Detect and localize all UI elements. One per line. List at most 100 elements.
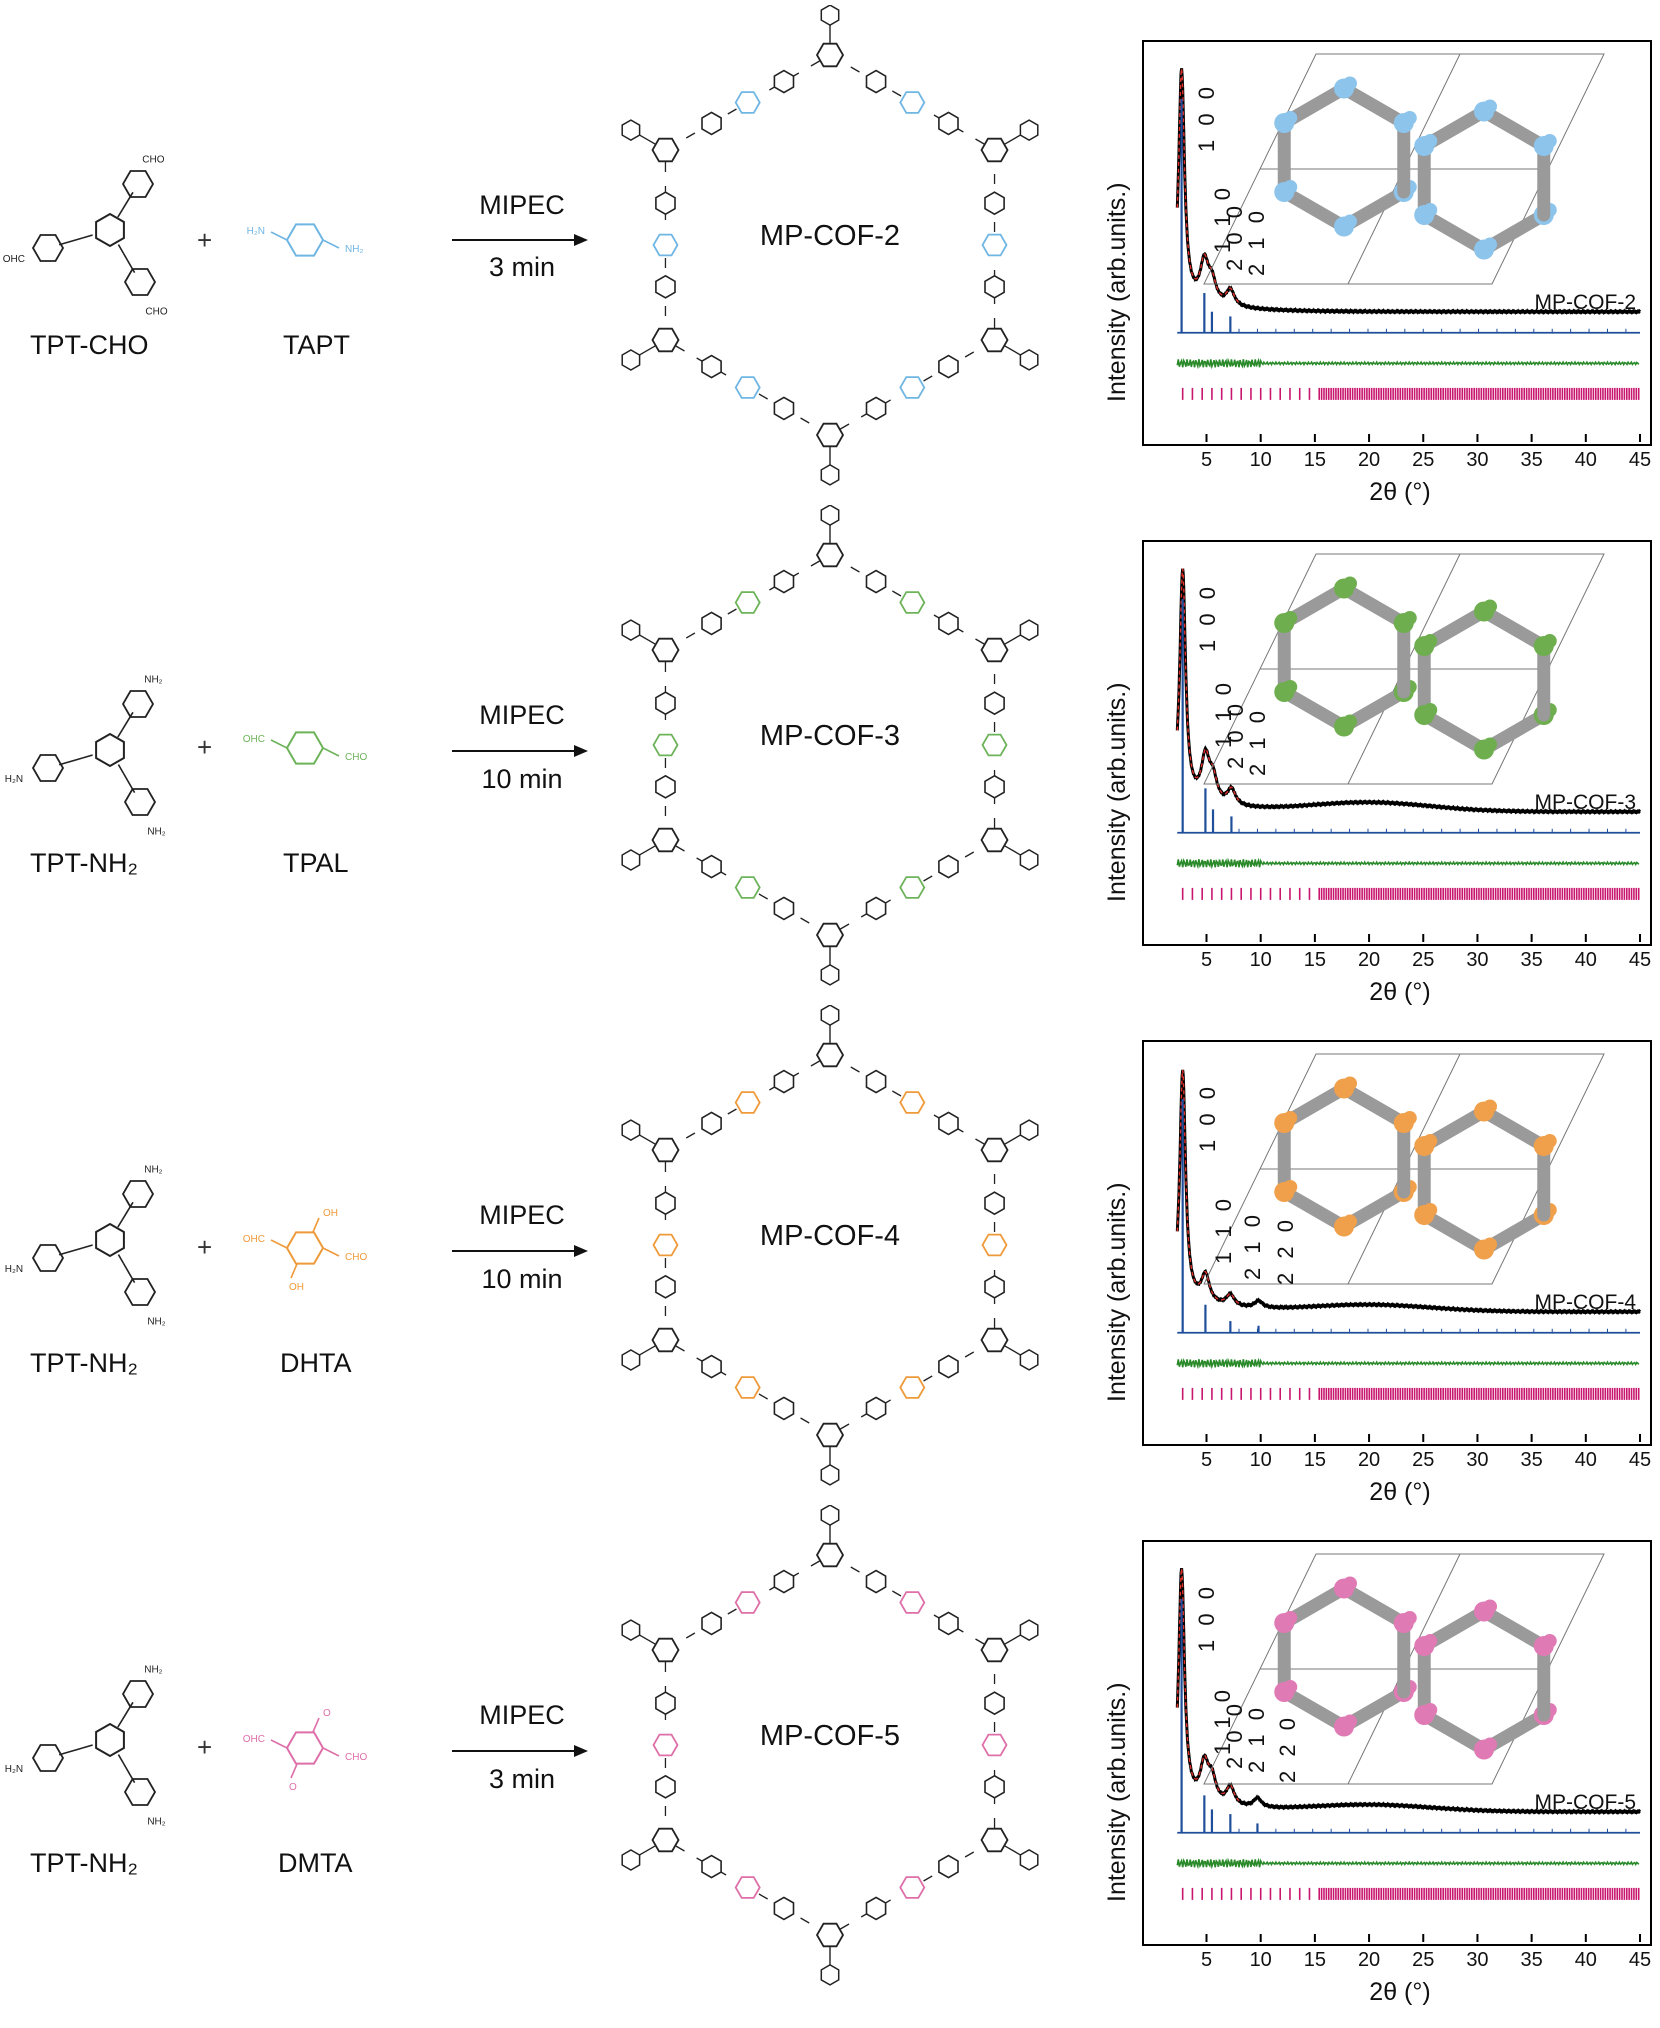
x-tick-label: 35 — [1521, 949, 1543, 971]
hkl-label: 1 0 0 — [1194, 583, 1220, 652]
crystal-structure-inset — [1203, 1553, 1605, 1785]
linker-unit — [734, 1091, 761, 1114]
x-tick-label: 5 — [1201, 1949, 1212, 1971]
scheme-row: NH₂ H₂N NH₂ OHC CHO O O + TPT-NH₂ DMTA MIPEC 3 min M… — [0, 1500, 1660, 2006]
x-tick-label: 45 — [1629, 1449, 1651, 1471]
functional-group-label: CHO — [142, 155, 164, 166]
x-axis-label: 2θ (°) — [1369, 978, 1431, 1006]
x-tick-label: 30 — [1466, 449, 1488, 471]
triazine-node — [815, 1422, 845, 1448]
plus-sign: + — [197, 225, 213, 255]
linker-monomer: OHC CHO O O — [243, 1708, 368, 1793]
experimental-trace — [1175, 1069, 1642, 1315]
functional-group-label: CHO — [145, 307, 167, 318]
product-name: MP-COF-3 — [759, 720, 901, 752]
triazine-node — [980, 327, 1009, 353]
linker-top-group: OH — [323, 1208, 338, 1219]
hkl-label: 2 1 0 — [1244, 1704, 1270, 1774]
linker-unit — [981, 733, 1008, 757]
triazine-node — [980, 637, 1009, 663]
experimental-trace — [1175, 1568, 1642, 1815]
functional-group-label: OHC — [3, 254, 25, 265]
chart-sample-name: MP-COF-4 — [1534, 1291, 1637, 1315]
cof-pore-structure — [621, 1005, 1039, 1486]
linker-right-group: NH₂ — [345, 244, 363, 255]
x-tick-label: 45 — [1629, 1949, 1651, 1971]
functional-group-label: H₂N — [5, 774, 23, 785]
linker-unit — [899, 1091, 926, 1114]
x-tick-label: 35 — [1521, 449, 1543, 471]
scheme-row: CHO OHC CHO H₂N NH₂ + TPT-CHO TAPT MIPEC 3 min MP-… — [0, 0, 1660, 506]
reactant1-label: TPT-NH₂ — [30, 1348, 138, 1378]
x-axis-label: 2θ (°) — [1369, 1978, 1431, 2006]
linker-unit — [734, 876, 761, 899]
linker-monomer: OHC CHO — [243, 731, 367, 765]
hkl-label: 2 1 0 — [1244, 206, 1270, 276]
functional-group-label: NH₂ — [147, 1317, 165, 1328]
triazine-node — [651, 1827, 680, 1853]
pxrd-plot: 5 10 15 20 25 30 35 40 45 — [1175, 53, 1651, 471]
y-axis-label: Intensity (arb.units.) — [1103, 682, 1131, 902]
linker-unit — [734, 91, 761, 114]
cof-ring-drawing — [621, 5, 1039, 486]
linker-monomer: OHC CHO OH OH — [243, 1208, 368, 1293]
triazine-node — [651, 1137, 680, 1163]
linker-unit — [734, 1876, 761, 1899]
reaction-method: MIPEC — [479, 1700, 565, 1730]
pxrd-plot: 5 10 15 20 25 30 35 40 45 — [1175, 1053, 1651, 1471]
chart-sample-name: MP-COF-2 — [1534, 291, 1637, 315]
triazine-node — [815, 542, 845, 568]
functional-group-label: H₂N — [5, 1764, 23, 1775]
x-axis: 5 10 15 20 25 30 35 40 45 — [1201, 434, 1651, 471]
cof-pore-structure — [621, 505, 1039, 986]
linker-unit — [734, 1376, 761, 1399]
linker-unit — [899, 1376, 926, 1399]
x-tick-label: 40 — [1575, 1949, 1597, 1971]
x-tick-label: 25 — [1412, 449, 1434, 471]
x-tick-label: 10 — [1250, 1949, 1272, 1971]
x-tick-label: 45 — [1629, 449, 1651, 471]
plus-sign: + — [197, 1732, 213, 1762]
crystal-structure-inset — [1203, 53, 1605, 285]
reaction-arrow — [452, 745, 588, 757]
reactant-structures: NH₂ H₂N NH₂ OHC CHO — [5, 675, 368, 838]
linker-unit — [899, 591, 926, 614]
tripod-monomer: NH₂ H₂N NH₂ — [5, 1665, 166, 1828]
reaction-time: 3 min — [488, 252, 556, 282]
plus-sign: + — [197, 732, 213, 762]
reaction-time: 10 min — [481, 1264, 563, 1294]
x-tick-label: 40 — [1575, 1449, 1597, 1471]
linker-unit — [652, 233, 679, 257]
linker-left-group: OHC — [243, 1234, 265, 1245]
x-tick-label: 30 — [1466, 1949, 1488, 1971]
reaction-method: MIPEC — [479, 190, 565, 220]
pxrd-plot: 5 10 15 20 25 30 35 40 45 — [1175, 1553, 1651, 1971]
linker-top-group: O — [323, 1708, 331, 1719]
triazine-node — [651, 1327, 680, 1353]
triazine-node — [815, 1922, 845, 1948]
hkl-label: 2 2 0 — [1275, 1713, 1301, 1783]
x-tick-label: 30 — [1466, 949, 1488, 971]
hkl-label: 1 0 0 — [1193, 1583, 1219, 1652]
reaction-arrow — [452, 1745, 588, 1757]
x-tick-label: 5 — [1201, 1449, 1212, 1471]
triazine-node — [980, 1637, 1009, 1663]
x-tick-label: 10 — [1250, 1449, 1272, 1471]
x-tick-label: 15 — [1304, 449, 1326, 471]
x-axis: 5 10 15 20 25 30 35 40 45 — [1201, 934, 1651, 971]
x-tick-label: 10 — [1250, 949, 1272, 971]
triazine-node — [651, 1637, 680, 1663]
triazine-node — [651, 827, 680, 853]
linker-left-group: OHC — [243, 1734, 265, 1745]
pxrd-traces — [1175, 1568, 1642, 1900]
reactant1-label: TPT-NH₂ — [30, 1848, 138, 1878]
crystal-structure-inset — [1203, 553, 1605, 785]
scheme-row: NH₂ H₂N NH₂ OHC CHO OH OH + TPT-NH₂ DHTA MIPEC 10 m… — [0, 1000, 1660, 1506]
y-axis-label: Intensity (arb.units.) — [1103, 1182, 1131, 1402]
x-tick-label: 40 — [1575, 449, 1597, 471]
x-tick-label: 45 — [1629, 949, 1651, 971]
x-tick-label: 35 — [1521, 1949, 1543, 1971]
x-axis-label: 2θ (°) — [1369, 1478, 1431, 1506]
